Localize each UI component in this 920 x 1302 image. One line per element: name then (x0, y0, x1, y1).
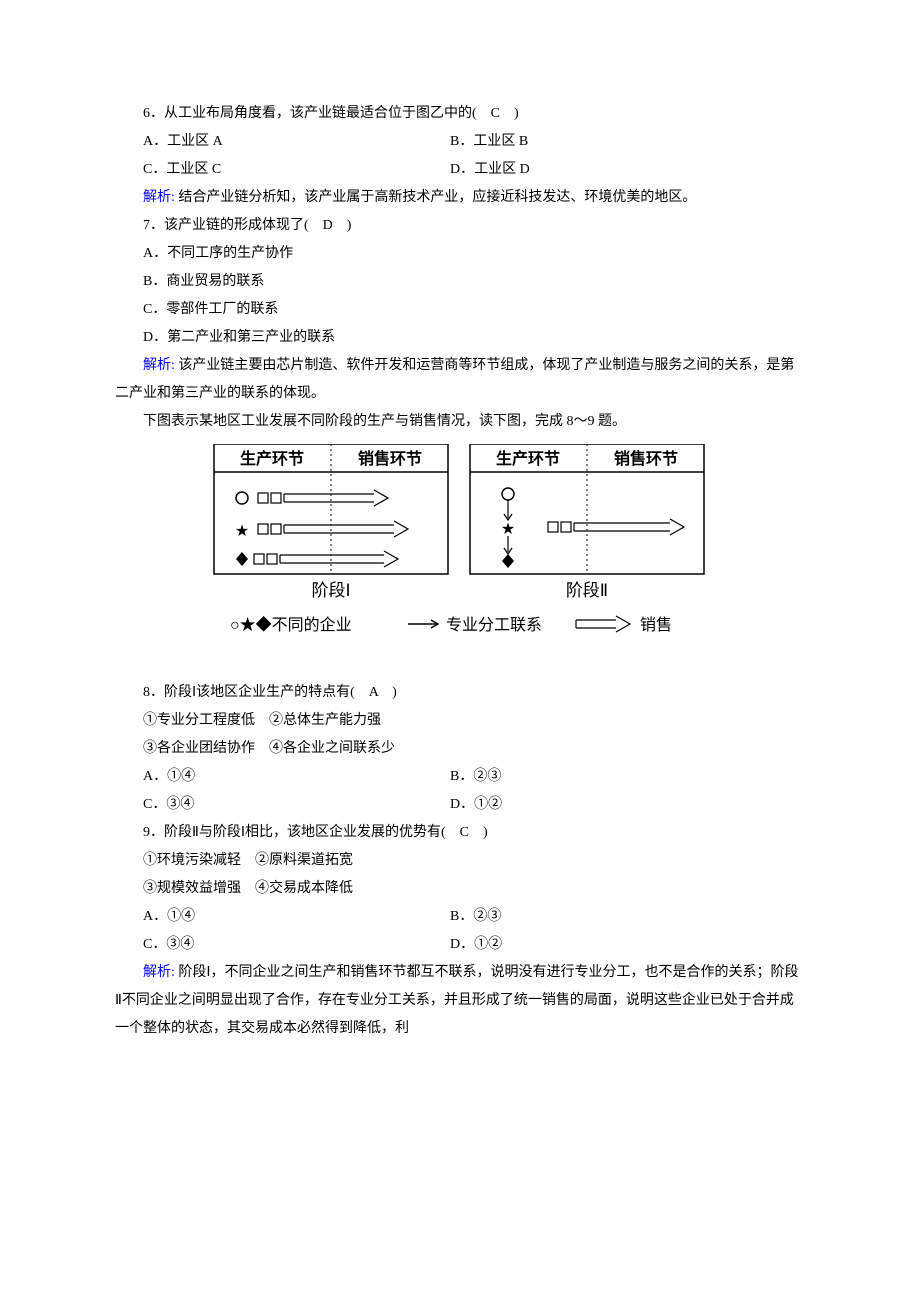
q8-optC: C．③④ (115, 791, 450, 819)
q6-analysis-text: 结合产业链分析知，该产业属于高新技术产业，应接近科技发达、环境优美的地区。 (175, 190, 697, 205)
q6-optD: D．工业区 D (450, 156, 805, 184)
q6-row-ab: A．工业区 A B．工业区 B (115, 128, 805, 156)
q8-optB: B．②③ (450, 763, 805, 791)
q8-row-cd: C．③④ D．①② (115, 791, 805, 819)
svg-text:★: ★ (501, 521, 515, 538)
legend-division: 专业分工联系 (446, 616, 542, 634)
q9-line1: ①环境污染减轻 ②原料渠道拓宽 (115, 847, 805, 875)
q9-analysis-text: 阶段Ⅰ，不同企业之间生产和销售环节都互不联系，说明没有进行专业分工，也不是合作的… (115, 965, 799, 1036)
q7-stem: 7．该产业链的形成体现了( D ) (115, 212, 805, 240)
q6-row-cd: C．工业区 C D．工业区 D (115, 156, 805, 184)
legend-sales: 销售 (640, 616, 672, 634)
q7-analysis: 解析: 该产业链主要由芯片制造、软件开发和运营商等环节组成，体现了产业制造与服务… (115, 352, 805, 408)
svg-text:★: ★ (235, 523, 249, 540)
legend-companies: ○★◆不同的企业 (230, 616, 352, 634)
stage-figure: 生产环节 销售环节 ★ 阶段Ⅰ (115, 444, 805, 675)
q9-row-cd: C．③④ D．①② (115, 931, 805, 959)
panel2-header-right: 销售环节 (614, 449, 678, 468)
q7-optD: D．第二产业和第三产业的联系 (115, 324, 805, 352)
q7-optC: C．零部件工厂的联系 (115, 296, 805, 324)
intro-89: 下图表示某地区工业发展不同阶段的生产与销售情况，读下图，完成 8～9 题。 (115, 408, 805, 436)
q6-optC: C．工业区 C (115, 156, 450, 184)
q7-analysis-text: 该产业链主要由芯片制造、软件开发和运营商等环节组成，体现了产业制造与服务之间的关… (115, 358, 794, 401)
q6-optA: A．工业区 A (115, 128, 450, 156)
q9-analysis: 解析: 阶段Ⅰ，不同企业之间生产和销售环节都互不联系，说明没有进行专业分工，也不… (115, 959, 805, 1043)
panel1-header-right: 销售环节 (358, 449, 422, 468)
q8-line2: ③各企业团结协作 ④各企业之间联系少 (115, 735, 805, 763)
q9-optA: A．①④ (115, 903, 450, 931)
q6-optB: B．工业区 B (450, 128, 805, 156)
q8-line1: ①专业分工程度低 ②总体生产能力强 (115, 707, 805, 735)
panel2-header-left: 生产环节 (496, 449, 560, 468)
q9-optB: B．②③ (450, 903, 805, 931)
q7-optB: B．商业贸易的联系 (115, 268, 805, 296)
q9-optD: D．①② (450, 931, 805, 959)
panel2-caption: 阶段Ⅱ (566, 581, 608, 600)
q8-optD: D．①② (450, 791, 805, 819)
q8-stem: 8．阶段Ⅰ该地区企业生产的特点有( A ) (115, 679, 805, 707)
panel1-header-left: 生产环节 (240, 449, 304, 468)
analysis-label: 解析: (143, 358, 175, 373)
analysis-label: 解析: (143, 965, 175, 980)
q9-line2: ③规模效益增强 ④交易成本降低 (115, 875, 805, 903)
q9-row-ab: A．①④ B．②③ (115, 903, 805, 931)
q8-optA: A．①④ (115, 763, 450, 791)
q9-stem: 9．阶段Ⅱ与阶段Ⅰ相比，该地区企业发展的优势有( C ) (115, 819, 805, 847)
q8-row-ab: A．①④ B．②③ (115, 763, 805, 791)
q9-optC: C．③④ (115, 931, 450, 959)
q6-analysis: 解析: 结合产业链分析知，该产业属于高新技术产业，应接近科技发达、环境优美的地区… (115, 184, 805, 212)
q7-optA: A．不同工序的生产协作 (115, 240, 805, 268)
analysis-label: 解析: (143, 190, 175, 205)
q6-stem: 6．从工业布局角度看，该产业链最适合位于图乙中的( C ) (115, 100, 805, 128)
panel1-caption: 阶段Ⅰ (311, 581, 350, 600)
